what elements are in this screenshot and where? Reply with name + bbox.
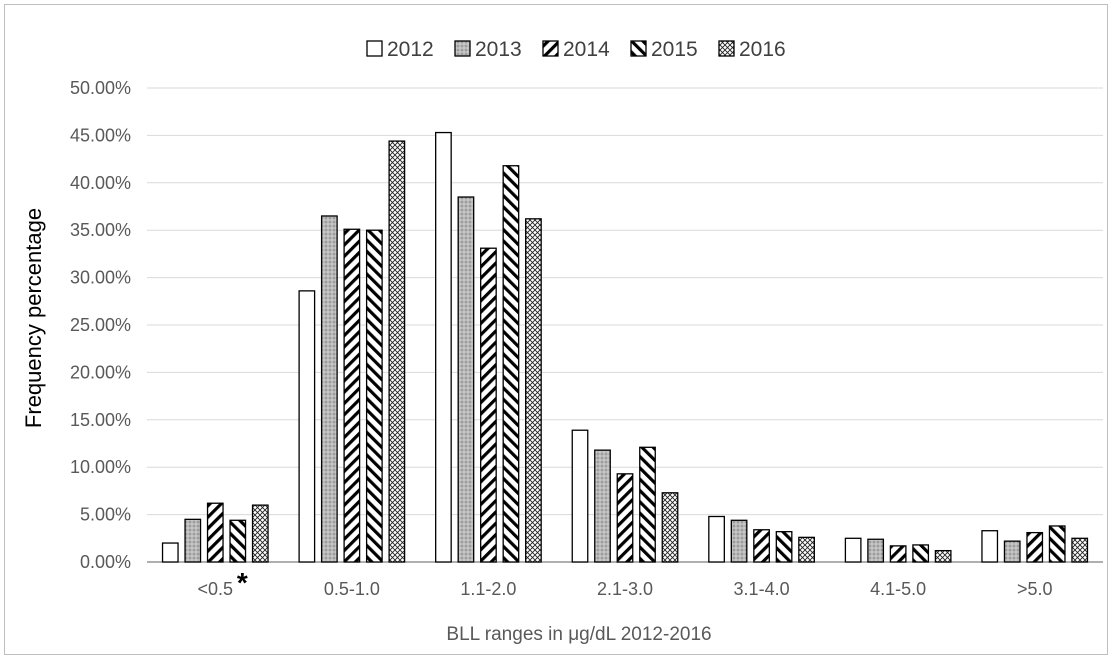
x-tick-label: 3.1-4.0 — [734, 579, 790, 599]
y-tick-label: 20.00% — [70, 362, 131, 382]
bar-2016-2 — [525, 218, 542, 563]
y-tick-label: 40.00% — [70, 173, 131, 193]
bar-2014-1 — [343, 228, 361, 563]
bar-2014-5 — [889, 545, 907, 563]
chart-frame: 0.00% 5.00% 10.00% 15.00% 20.00% 25.00% 30.00%… — [4, 4, 1108, 655]
bar-2012-5 — [844, 537, 862, 563]
bar-2015-2 — [502, 165, 520, 563]
y-tick-label: 25.00% — [70, 315, 131, 335]
x-axis-label: BLL ranges in μg/dL 2012-2016 — [446, 624, 711, 645]
annotation-asterisk: * — [237, 567, 248, 598]
bar-2013-1 — [320, 215, 338, 563]
bar-2015-0 — [229, 519, 247, 563]
bar-2013-3 — [594, 449, 611, 563]
y-tick-label: 45.00% — [70, 125, 131, 145]
x-axis-ticks: <0.5 0.5-1.0 1.1-2.0 2.1-3.0 3.1-4.0 4.1-5.0 >… — [198, 567, 1053, 599]
bar-2014-4 — [753, 529, 770, 563]
bar-2012-4 — [708, 515, 725, 563]
legend-swatch — [366, 40, 383, 57]
y-tick-label: 0.00% — [80, 552, 131, 572]
bar-2012-0 — [161, 542, 179, 563]
y-tick-label: 30.00% — [70, 268, 131, 288]
legend-label: 2014 — [563, 38, 610, 61]
x-tick-label: 2.1-3.0 — [597, 579, 653, 599]
x-tick-label: >5.0 — [1017, 579, 1053, 599]
legend-label: 2015 — [651, 38, 698, 61]
legend-swatch — [718, 40, 735, 57]
legend-swatch — [630, 40, 647, 57]
y-tick-label: 50.00% — [70, 78, 131, 98]
y-tick-label: 10.00% — [70, 457, 131, 477]
bar-2012-3 — [571, 429, 589, 563]
bar-2014-3 — [616, 473, 634, 563]
bar-2013-5 — [867, 538, 885, 563]
x-tick-label: 1.1-2.0 — [460, 579, 516, 599]
y-tick-label: 35.00% — [70, 220, 131, 240]
bar-2013-6 — [1003, 540, 1021, 563]
y-axis-ticks: 0.00% 5.00% 10.00% 15.00% 20.00% 25.00% 30.00%… — [70, 78, 131, 572]
bar-2012-2 — [435, 131, 452, 563]
y-tick-label: 15.00% — [70, 410, 131, 430]
x-tick-label: <0.5 — [198, 579, 234, 599]
bar-2015-5 — [912, 544, 930, 563]
x-tick-label: 4.1-5.0 — [870, 579, 926, 599]
legend-label: 2012 — [387, 38, 434, 61]
bar-2016-1 — [388, 140, 406, 563]
bar-2014-2 — [480, 247, 497, 563]
bar-2016-5 — [934, 549, 952, 563]
x-tick-label: 0.5-1.0 — [324, 579, 380, 599]
legend-swatch — [542, 40, 559, 57]
bars — [161, 131, 1089, 563]
bar-2015-4 — [775, 531, 793, 563]
y-axis-label: Frequency percentage — [21, 208, 46, 428]
bar-2015-6 — [1048, 525, 1066, 563]
y-tick-label: 5.00% — [80, 505, 131, 525]
bar-2013-0 — [184, 518, 202, 563]
legend-swatch — [454, 40, 471, 57]
bar-2014-6 — [1026, 531, 1044, 563]
bar-2015-3 — [639, 446, 656, 563]
bar-chart: 0.00% 5.00% 10.00% 15.00% 20.00% 25.00% 30.00%… — [21, 38, 1103, 645]
bar-2016-6 — [1071, 537, 1089, 563]
legend-label: 2013 — [475, 38, 522, 61]
bar-2016-4 — [798, 536, 815, 563]
bar-2016-3 — [661, 492, 679, 563]
bar-2012-6 — [981, 530, 999, 563]
bar-2015-1 — [365, 229, 383, 563]
bar-2014-0 — [206, 502, 224, 563]
bar-2013-2 — [457, 196, 475, 563]
bar-2012-1 — [298, 290, 316, 563]
bar-2016-0 — [251, 504, 269, 563]
legend: 2012 2013 2014 2015 2016 — [366, 38, 786, 61]
bar-2013-4 — [730, 519, 748, 563]
legend-label: 2016 — [739, 38, 786, 61]
